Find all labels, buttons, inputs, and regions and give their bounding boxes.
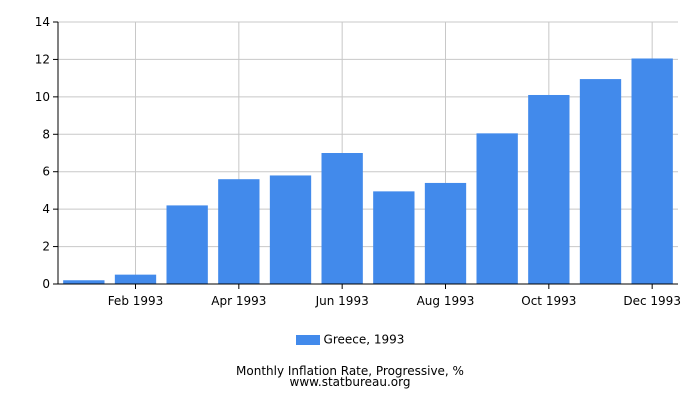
bar xyxy=(166,205,208,284)
bar xyxy=(63,280,105,284)
x-tick-label: Jun 1993 xyxy=(315,294,369,308)
chart-title: Monthly Inflation Rate, Progressive, % xyxy=(236,364,464,378)
y-tick-label: 6 xyxy=(42,165,50,179)
y-tick-label: 10 xyxy=(35,90,50,104)
x-tick-label: Aug 1993 xyxy=(417,294,475,308)
legend-swatch xyxy=(295,334,320,345)
bar xyxy=(476,133,518,284)
bar xyxy=(631,58,673,284)
y-tick-label: 8 xyxy=(42,127,50,141)
y-tick-label: 2 xyxy=(42,240,50,254)
legend-label: Greece, 1993 xyxy=(323,332,405,347)
x-tick-label: Oct 1993 xyxy=(521,294,576,308)
x-tick-label: Dec 1993 xyxy=(623,294,681,308)
bar xyxy=(373,191,415,284)
x-tick-label: Apr 1993 xyxy=(211,294,266,308)
y-tick-label: 12 xyxy=(35,52,50,66)
bar xyxy=(114,274,157,284)
bar xyxy=(528,94,570,284)
y-tick-label: 14 xyxy=(35,15,50,29)
x-tick-label: Feb 1993 xyxy=(108,294,164,308)
y-tick-label: 4 xyxy=(42,202,50,216)
y-tick-label: 0 xyxy=(42,277,50,291)
bar xyxy=(579,79,622,284)
source-url: www.statbureau.org xyxy=(289,375,411,389)
bar xyxy=(424,182,467,284)
legend: Greece, 1993 xyxy=(0,332,700,347)
bar xyxy=(269,175,312,284)
bar xyxy=(321,153,363,284)
bar xyxy=(218,179,260,284)
